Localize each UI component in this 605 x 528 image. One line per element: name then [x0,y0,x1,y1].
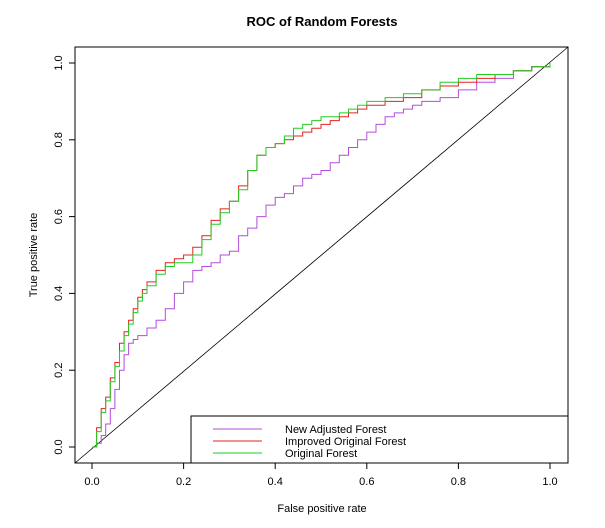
y-tick-label: 0.8 [53,132,65,147]
x-tick-label: 0.8 [451,476,466,488]
y-tick-label: 0.6 [53,209,65,224]
x-axis-label: False positive rate [277,503,366,515]
legend-label-0: New Adjusted Forest [285,424,387,436]
legend-label-2: Original Forest [285,448,357,460]
y-tick-label: 0.0 [53,439,65,454]
y-tick-label: 1.0 [53,55,65,70]
legend-label-1: Improved Original Forest [285,436,406,448]
x-tick-label: 0.2 [176,476,191,488]
diagonal-reference-line [74,46,569,464]
x-tick-label: 0.6 [359,476,374,488]
legend-box [190,415,569,464]
x-tick-label: 0.4 [268,476,283,488]
y-axis: 0.0 0.2 0.4 0.6 0.8 1.0 [53,55,75,455]
plot-lines [74,46,569,464]
y-tick-label: 0.2 [53,363,65,378]
x-tick-label: 1.0 [542,476,557,488]
chart-title: ROC of Random Forests [247,14,398,29]
y-tick-label: 0.4 [53,286,65,301]
y-axis-label: True positive rate [28,213,40,298]
x-tick-label: 0.0 [84,476,99,488]
series-line-0 [92,63,551,448]
x-axis: 0.0 0.2 0.4 0.6 0.8 1.0 [84,463,558,488]
series-line-2 [92,63,551,448]
